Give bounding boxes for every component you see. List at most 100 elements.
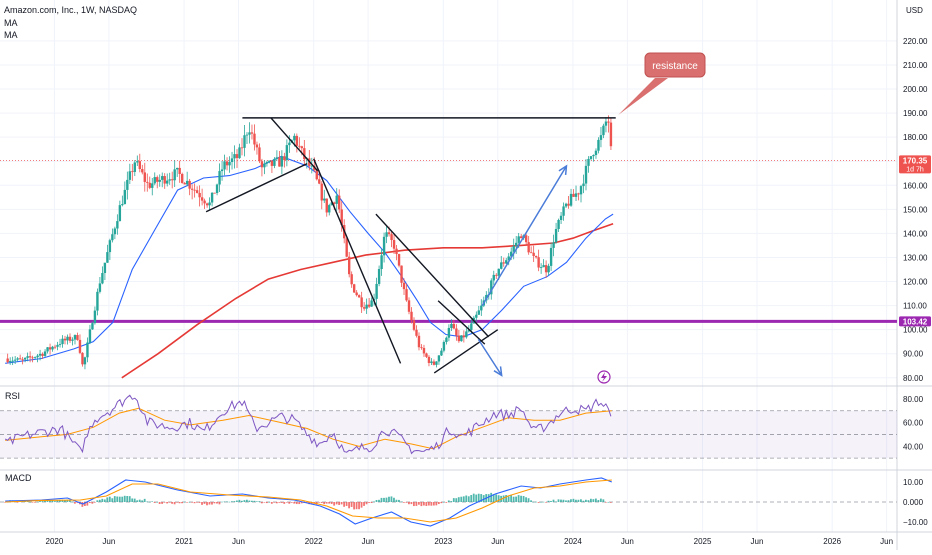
candle-body <box>318 179 321 184</box>
candle-body <box>572 193 575 197</box>
macd-histogram-bar <box>198 502 201 503</box>
candle-body <box>230 158 234 163</box>
candle-body <box>235 154 239 159</box>
candle-body <box>225 161 229 166</box>
macd-histogram-bar <box>168 502 171 503</box>
macd-histogram-bar <box>597 500 600 502</box>
candle-body <box>168 179 171 181</box>
macd-histogram-bar <box>128 496 131 502</box>
candle-body <box>542 265 545 268</box>
macd-histogram-bar <box>64 500 66 502</box>
ma-short-line <box>5 155 614 364</box>
macd-histogram-bar <box>138 499 141 502</box>
candle-body <box>101 273 104 284</box>
macd-histogram-bar <box>250 500 253 502</box>
macd-histogram-bar <box>472 493 475 502</box>
rsi-line <box>4 394 612 455</box>
candle-body <box>425 353 428 357</box>
macd-histogram-bar <box>398 499 400 502</box>
macd-histogram-bar <box>86 502 89 506</box>
macd-histogram-bar <box>123 495 126 502</box>
candle-body <box>457 335 461 342</box>
macd-histogram-bar <box>141 500 144 502</box>
candle-body <box>136 161 139 163</box>
macd-histogram-bar <box>425 502 428 506</box>
candle-body <box>477 310 481 315</box>
macd-histogram-bar <box>163 502 166 503</box>
candle-body <box>36 355 39 358</box>
macd-histogram-bar <box>467 496 470 502</box>
projection-arrow-head <box>558 164 568 176</box>
macd-histogram-bar <box>328 502 331 504</box>
time-tick-label: 2025 <box>694 537 712 546</box>
candle-body <box>210 192 214 203</box>
macd-histogram-bar <box>517 495 520 502</box>
macd-histogram-bar <box>218 502 221 505</box>
macd-histogram-bar <box>455 498 458 502</box>
candle-body <box>61 338 64 345</box>
candle-body <box>412 320 416 330</box>
macd-histogram-bar <box>358 502 360 510</box>
candle-body <box>455 328 458 336</box>
candle-body <box>447 327 451 338</box>
macd-histogram-bar <box>373 501 375 503</box>
macd-histogram-bar <box>547 500 550 502</box>
candle-body <box>357 295 361 298</box>
candle-body <box>158 179 161 182</box>
macd-histogram-bar <box>395 499 398 502</box>
candle-body <box>123 189 127 205</box>
candle-body <box>185 180 189 185</box>
time-tick-label: 2020 <box>46 537 64 546</box>
macd-histogram-bar <box>520 495 522 502</box>
macd-histogram-bar <box>44 500 46 502</box>
candle-body <box>138 161 141 169</box>
macd-histogram-bar <box>604 502 607 503</box>
macd-histogram-bar <box>88 502 91 504</box>
candle-body <box>156 177 159 182</box>
macd-histogram-bar <box>295 502 298 505</box>
macd-histogram-bar <box>320 502 323 503</box>
macd-histogram-bar <box>283 502 286 504</box>
macd-histogram-bar <box>532 501 535 503</box>
candle-body <box>180 173 184 183</box>
candle-body <box>293 135 296 141</box>
candle-body <box>534 256 538 258</box>
candle-body <box>58 344 62 345</box>
macd-histogram-bar <box>355 502 358 510</box>
candle-body <box>141 168 144 173</box>
candle-body <box>205 203 209 206</box>
resistance-callout-pointer <box>618 78 668 115</box>
price-tick-label: 220.00 <box>903 37 928 46</box>
macd-histogram-bar <box>118 496 121 502</box>
macd-signal-line <box>5 479 612 523</box>
trend-line <box>437 300 486 345</box>
macd-histogram-bar <box>408 502 410 505</box>
macd-histogram-bar <box>203 502 206 504</box>
candle-body <box>78 339 82 353</box>
candle-body <box>510 251 513 257</box>
candle-body <box>352 284 356 293</box>
time-tick-label: Jun <box>880 537 893 546</box>
macd-histogram-bar <box>81 502 84 507</box>
macd-histogram-bar <box>415 502 418 506</box>
macd-histogram-bar <box>46 500 49 502</box>
macd-histogram-bar <box>383 497 385 502</box>
macd-histogram-bar <box>557 499 560 502</box>
macd-histogram-bar <box>385 497 388 502</box>
macd-histogram-bar <box>233 501 236 502</box>
macd-line <box>5 477 612 527</box>
candle-body <box>360 297 363 308</box>
candle-body <box>166 180 169 184</box>
macd-histogram-bar <box>68 500 71 502</box>
candle-body <box>365 304 368 309</box>
candle-body <box>148 182 151 188</box>
candle-body <box>295 135 299 146</box>
candle-body <box>28 356 32 358</box>
time-tick-label: 2026 <box>823 537 841 546</box>
macd-histogram-bar <box>545 502 547 503</box>
candle-body <box>377 269 381 284</box>
macd-histogram-bar <box>363 502 365 506</box>
candle-body <box>569 193 573 206</box>
